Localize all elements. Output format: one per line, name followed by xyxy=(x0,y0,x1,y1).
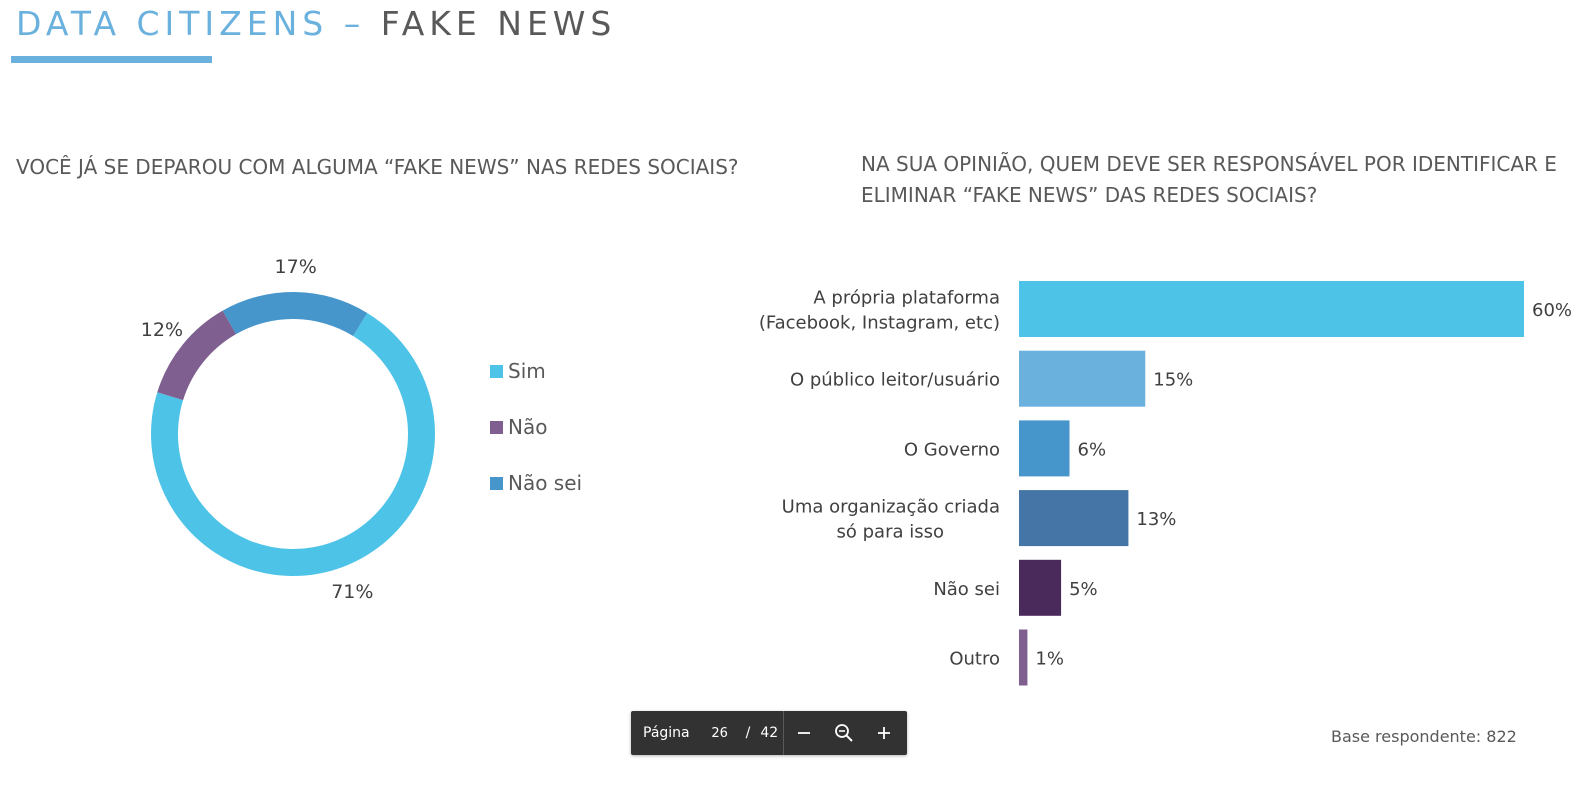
donut-label-nao: 12% xyxy=(141,319,183,341)
base-respondents: Base respondente: 822 xyxy=(1331,727,1517,746)
bar-value-label-2: 6% xyxy=(1078,439,1107,460)
title-part1: DATA CITIZENS – xyxy=(16,4,366,43)
bar-category-label-0: A própria plataforma (Facebook, Instagram… xyxy=(760,288,1000,334)
left-question: VOCÊ JÁ SE DEPAROU COM ALGUMA “FAKE NEWS… xyxy=(16,155,739,179)
donut-slice-nao-sei xyxy=(222,292,368,336)
donut-label-nao-sei: 17% xyxy=(275,256,317,278)
minus-icon xyxy=(798,732,810,734)
donut-slice-nao xyxy=(157,310,237,401)
total-pages: 42 xyxy=(760,725,779,741)
page-number-input[interactable] xyxy=(703,722,736,744)
legend-label-nao: Não xyxy=(508,415,548,439)
title-underline xyxy=(11,56,212,63)
legend-swatch-sim xyxy=(490,364,503,378)
bar-category-label-1: O público leitor/usuário xyxy=(790,370,1000,391)
zoom-in-button[interactable] xyxy=(864,711,904,755)
zoom-reset-button[interactable] xyxy=(824,711,864,755)
bar-value-label-0: 60% xyxy=(1532,300,1572,321)
bar-value-label-4: 5% xyxy=(1069,579,1098,600)
legend-item-nao: Não xyxy=(490,412,582,442)
legend-swatch-nao xyxy=(490,420,503,434)
page-title: DATA CITIZENS – FAKE NEWS xyxy=(16,4,616,43)
bar-0 xyxy=(1019,281,1524,337)
bar-value-label-5: 1% xyxy=(1035,649,1064,670)
pdf-toolbar: Página / 42 xyxy=(631,711,907,755)
donut-legend: Sim Não Não sei xyxy=(490,356,582,524)
legend-item-sim: Sim xyxy=(490,356,582,386)
bar-1 xyxy=(1019,350,1146,407)
toolbar-divider xyxy=(783,711,784,755)
bar-category-label-3: Uma organização criada só para isso xyxy=(782,497,1000,543)
legend-label-sim: Sim xyxy=(508,359,546,383)
bar-category-label-5: Outro xyxy=(949,649,1000,670)
legend-swatch-nao-sei xyxy=(490,476,503,490)
bar-category-label-4: Não sei xyxy=(933,579,1000,600)
legend-label-nao-sei: Não sei xyxy=(508,471,583,495)
bar-5 xyxy=(1019,629,1028,686)
bar-3 xyxy=(1019,490,1129,547)
magnifier-minus-icon xyxy=(835,724,853,742)
page-label: Página xyxy=(643,725,690,741)
bar-2 xyxy=(1019,420,1070,477)
page-indicator: Página / 42 xyxy=(631,711,783,755)
bar-category-label-2: O Governo xyxy=(904,439,1000,460)
bar-chart: 60% A própria plataforma (Facebook, Instag… xyxy=(760,281,1572,686)
page-separator: / xyxy=(745,725,751,741)
legend-item-nao-sei: Não sei xyxy=(490,468,582,498)
bar-value-label-3: 13% xyxy=(1136,509,1176,530)
bar-value-label-1: 15% xyxy=(1153,370,1193,391)
bar-4 xyxy=(1019,559,1062,616)
title-part2: FAKE NEWS xyxy=(380,4,617,43)
zoom-out-button[interactable] xyxy=(784,711,824,755)
right-question: NA SUA OPINIÃO, QUEM DEVE SER RESPONSÁVE… xyxy=(861,152,1557,207)
donut-chart: 71% 12% 17% xyxy=(141,256,435,600)
donut-label-sim: 71% xyxy=(331,581,373,600)
plus-icon xyxy=(878,727,890,739)
